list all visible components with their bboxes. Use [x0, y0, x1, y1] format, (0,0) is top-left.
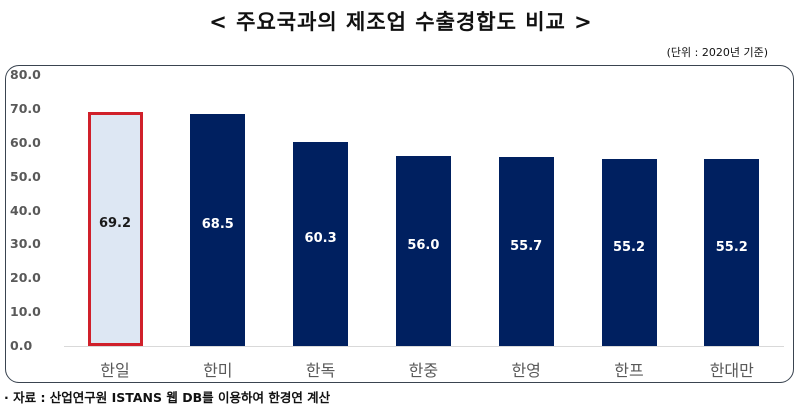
y-tick-label: 70.0: [10, 100, 41, 116]
chart-frame: [5, 65, 794, 383]
x-tick-label: 한중: [408, 361, 439, 380]
bar-한대만: [704, 159, 760, 346]
x-axis-baseline: [64, 346, 784, 347]
x-tick-label: 한미: [203, 361, 233, 380]
x-tick-label: 한프: [614, 361, 644, 380]
bar-한프: [601, 159, 657, 346]
y-tick-label: 80.0: [10, 67, 41, 82]
y-tick-label: 50.0: [10, 168, 41, 184]
unit-note: (단위 : 2020년 기준): [666, 46, 768, 59]
source-note: · 자료 : 산업연구원 ISTANS 웹 DB를 이용하여 한경연 계산: [4, 390, 331, 405]
y-tick-label: 0.0: [10, 338, 33, 353]
bar-value-label: 55.2: [715, 239, 748, 255]
bar-value-label: 55.7: [510, 238, 543, 254]
y-tick-label: 40.0: [10, 202, 41, 218]
y-tick-label: 20.0: [10, 270, 41, 286]
bar-한일: [87, 111, 143, 346]
bar-한영: [498, 157, 554, 346]
bar-value-label: 55.2: [612, 239, 646, 255]
bar-한중: [395, 156, 451, 346]
x-tick-label: 한독: [305, 361, 336, 380]
x-tick-label: 한일: [100, 361, 130, 380]
y-tick-label: 60.0: [10, 134, 41, 150]
bar-value-label: 60.3: [304, 230, 337, 246]
y-tick-label: 30.0: [10, 236, 41, 252]
chart-title: < 주요국과의 제조업 수출경합도 비교 >: [209, 10, 593, 34]
x-tick-label: 한영: [511, 361, 541, 380]
x-tick-label: 한대만: [709, 361, 754, 380]
bar-value-label: 69.2: [98, 215, 132, 231]
bar-value-label: 68.5: [201, 216, 234, 232]
bar-한독: [293, 141, 349, 346]
bar-한미: [190, 113, 246, 346]
bar-value-label: 56.0: [407, 238, 440, 254]
y-tick-label: 10.0: [10, 304, 41, 320]
